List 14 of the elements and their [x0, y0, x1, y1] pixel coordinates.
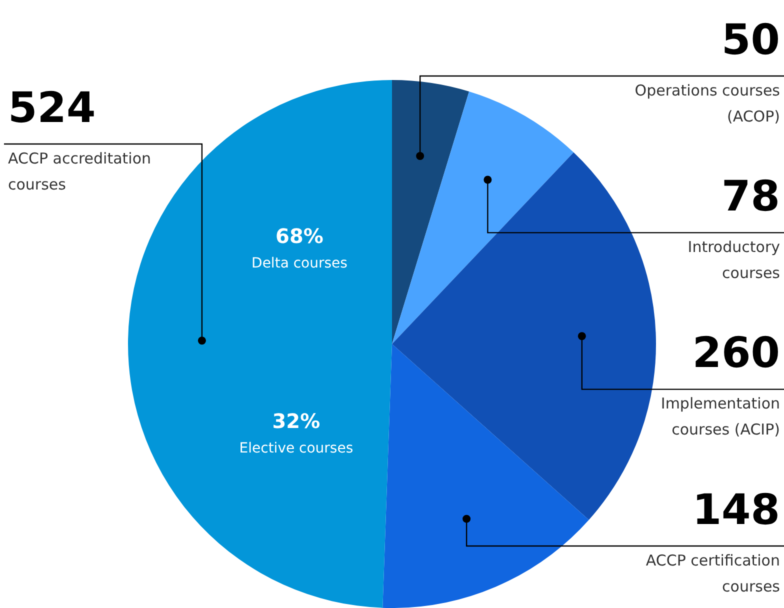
slice-label: ACCP accreditation courses — [8, 149, 152, 194]
data-label: 524 — [8, 82, 96, 132]
data-label: 260 — [692, 328, 780, 378]
data-label: 50 — [722, 14, 780, 64]
text: 68% — [276, 224, 324, 248]
text: Elective courses — [239, 440, 354, 456]
data-label: 78 — [722, 172, 780, 221]
data-label: 148 — [692, 484, 780, 534]
text: Delta courses — [252, 255, 348, 272]
slice-label: Operations courses (ACOP) — [634, 81, 780, 126]
slice-label: ACCP certification courses — [646, 551, 780, 596]
slice-label: Introductory courses — [688, 238, 780, 282]
slice-label: Implementation courses (ACIP) — [660, 394, 780, 439]
text: 32% — [272, 409, 320, 434]
